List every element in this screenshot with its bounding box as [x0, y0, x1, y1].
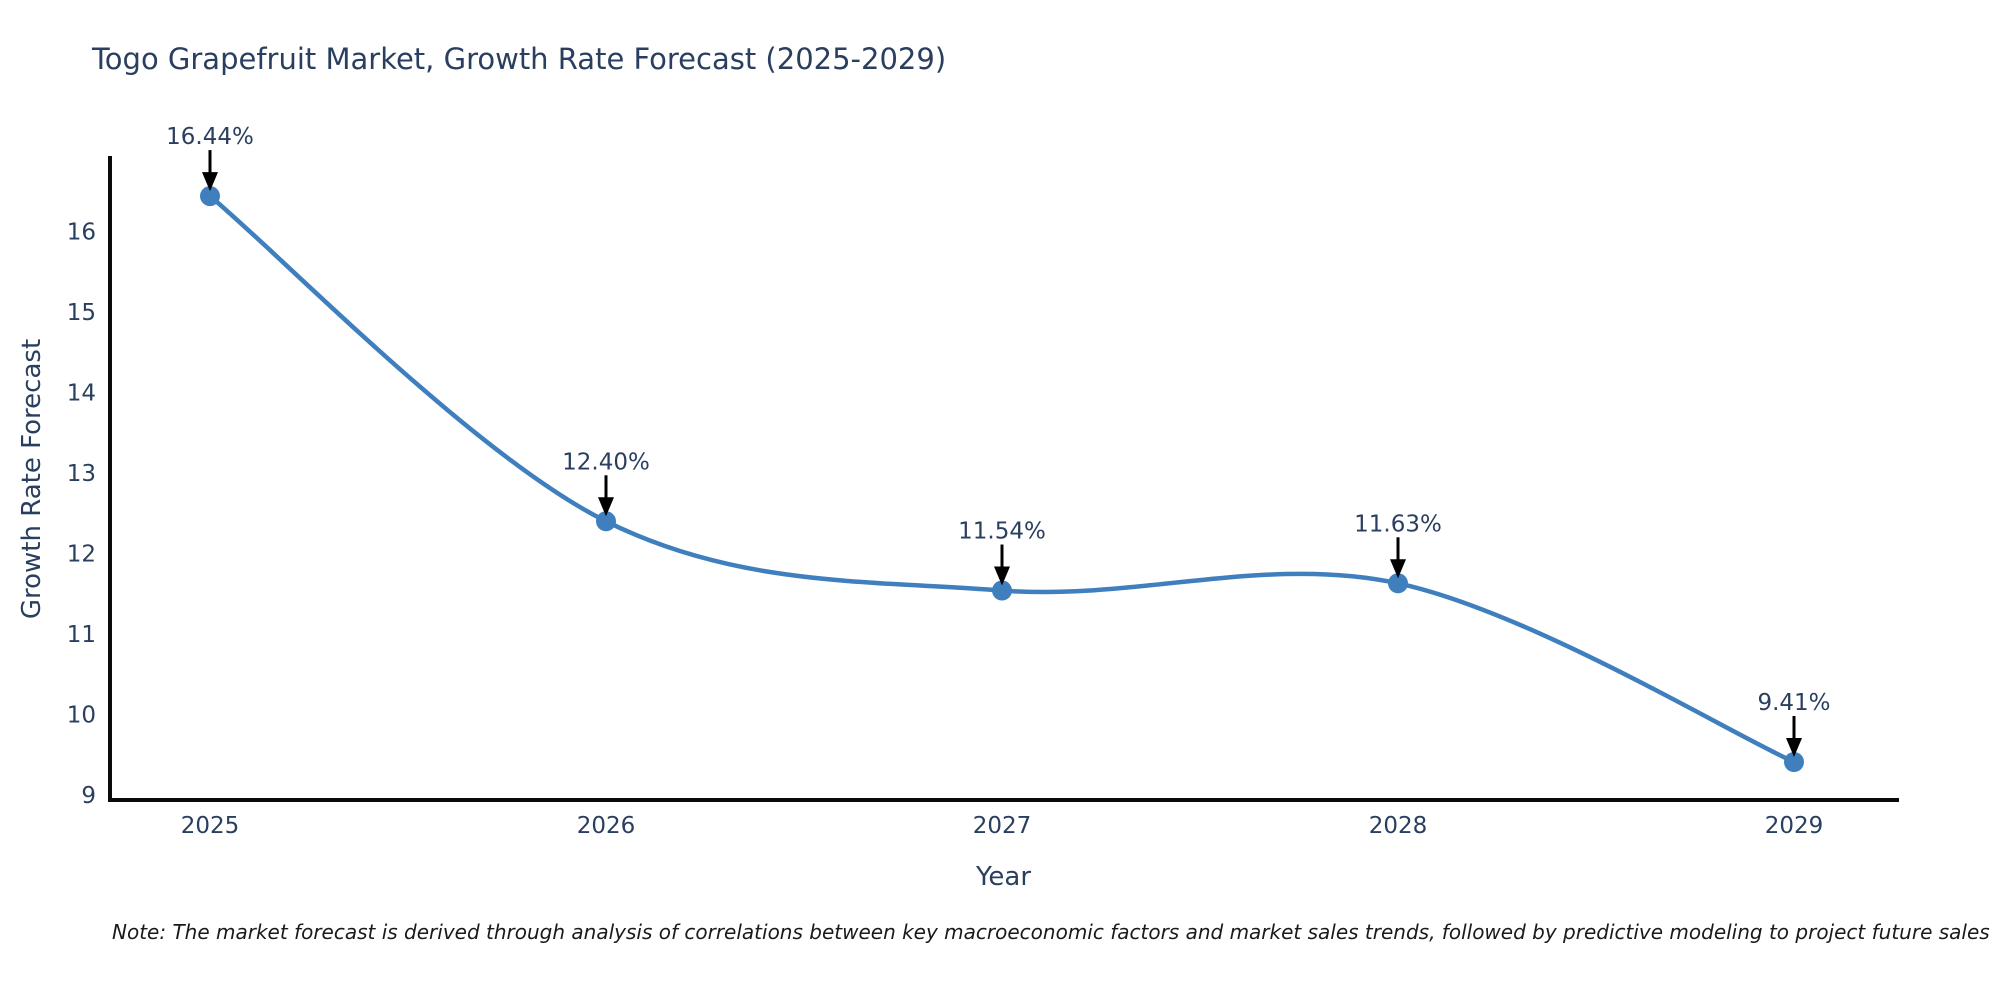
- point-value-label: 16.44%: [166, 124, 254, 150]
- y-tick-label: 10: [67, 703, 96, 729]
- x-tick-label: 2026: [577, 813, 636, 839]
- y-tick-label: 15: [67, 300, 96, 326]
- annotation-arrow-head: [1786, 737, 1802, 757]
- data-point-marker: [1388, 573, 1408, 594]
- annotation-arrow-head: [994, 566, 1010, 586]
- chart-title: Togo Grapefruit Market, Growth Rate Fore…: [92, 42, 947, 76]
- data-point-marker: [200, 186, 220, 207]
- point-value-label: 9.41%: [1757, 690, 1830, 716]
- data-point-marker: [596, 511, 616, 532]
- x-tick-label: 2028: [1369, 813, 1428, 839]
- annotation-arrow-head: [598, 497, 614, 517]
- y-tick-label: 9: [81, 783, 96, 809]
- y-tick-label: 11: [67, 622, 96, 648]
- y-tick-label: 13: [67, 461, 96, 487]
- y-tick-label: 12: [67, 542, 96, 568]
- x-tick-label: 2029: [1765, 813, 1824, 839]
- forecast-line: [207, 193, 1797, 765]
- annotation-arrow-head: [202, 172, 218, 192]
- x-tick-label: 2027: [973, 813, 1032, 839]
- x-tick-label: 2025: [181, 813, 240, 839]
- data-point-marker: [992, 580, 1012, 601]
- y-tick-label: 14: [67, 381, 96, 407]
- x-axis-title: Year: [975, 862, 1031, 892]
- annotation-arrow-head: [1390, 559, 1406, 579]
- axes-spines: [108, 156, 1899, 802]
- point-value-label: 11.63%: [1354, 511, 1442, 537]
- point-value-label: 12.40%: [562, 449, 650, 475]
- y-axis-title: Growth Rate Forecast: [17, 339, 47, 619]
- point-value-label: 11.54%: [958, 519, 1046, 545]
- footnote: Note: The market forecast is derived thr…: [112, 920, 1990, 944]
- y-tick-label: 16: [67, 220, 96, 246]
- data-point-marker: [1784, 751, 1804, 772]
